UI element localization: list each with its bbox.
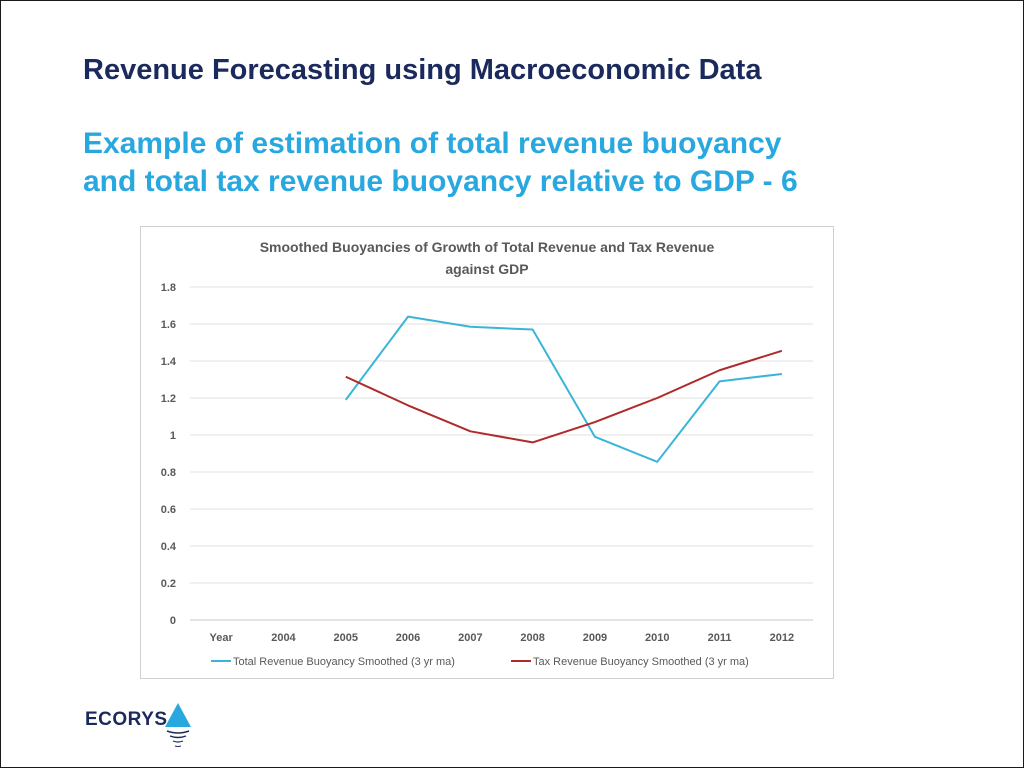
y-tick-label: 0.4 xyxy=(161,541,177,553)
slide-subtitle: Example of estimation of total revenue b… xyxy=(83,125,963,201)
series-line-2 xyxy=(345,349,783,444)
subtitle-line-2: and total tax revenue buoyancy relative … xyxy=(83,165,798,198)
chart-title-line-2: against GDP xyxy=(445,261,528,277)
x-tick-label: 2005 xyxy=(334,632,358,644)
ecorys-logo: ECORYS xyxy=(85,701,205,751)
x-tick-label: 2006 xyxy=(396,632,420,644)
y-tick-label: 0.6 xyxy=(161,504,176,516)
legend-label-1: Total Revenue Buoyancy Smoothed (3 yr ma… xyxy=(233,656,455,668)
line-chart: Smoothed Buoyancies of Growth of Total R… xyxy=(161,239,813,668)
chart-container: Smoothed Buoyancies of Growth of Total R… xyxy=(140,226,834,679)
y-tick-label: 0.8 xyxy=(161,467,176,479)
y-tick-label: 0.2 xyxy=(161,578,176,590)
logo-text: ECORYS xyxy=(85,709,168,730)
subtitle-line-1: Example of estimation of total revenue b… xyxy=(83,127,782,160)
x-tick-label: 2010 xyxy=(645,632,669,644)
y-tick-label: 0 xyxy=(170,615,176,627)
y-tick-label: 1.4 xyxy=(161,356,177,368)
triangle-wave-icon xyxy=(165,703,191,747)
y-tick-label: 1.8 xyxy=(161,282,176,294)
legend-label-2: Tax Revenue Buoyancy Smoothed (3 yr ma) xyxy=(533,656,749,668)
y-tick-label: 1.6 xyxy=(161,319,176,331)
x-tick-label: 2004 xyxy=(271,632,296,644)
x-tick-label: Year xyxy=(210,632,234,644)
x-tick-label: 2012 xyxy=(770,632,794,644)
slide-title: Revenue Forecasting using Macroeconomic … xyxy=(83,54,762,86)
series-line-1 xyxy=(344,315,782,463)
x-tick-label: 2011 xyxy=(708,632,732,644)
x-tick-label: 2007 xyxy=(458,632,482,644)
chart-title-line-1: Smoothed Buoyancies of Growth of Total R… xyxy=(260,239,715,255)
x-tick-label: 2008 xyxy=(520,632,544,644)
y-tick-label: 1.2 xyxy=(161,393,176,405)
y-tick-label: 1 xyxy=(170,430,176,442)
x-tick-label: 2009 xyxy=(583,632,607,644)
